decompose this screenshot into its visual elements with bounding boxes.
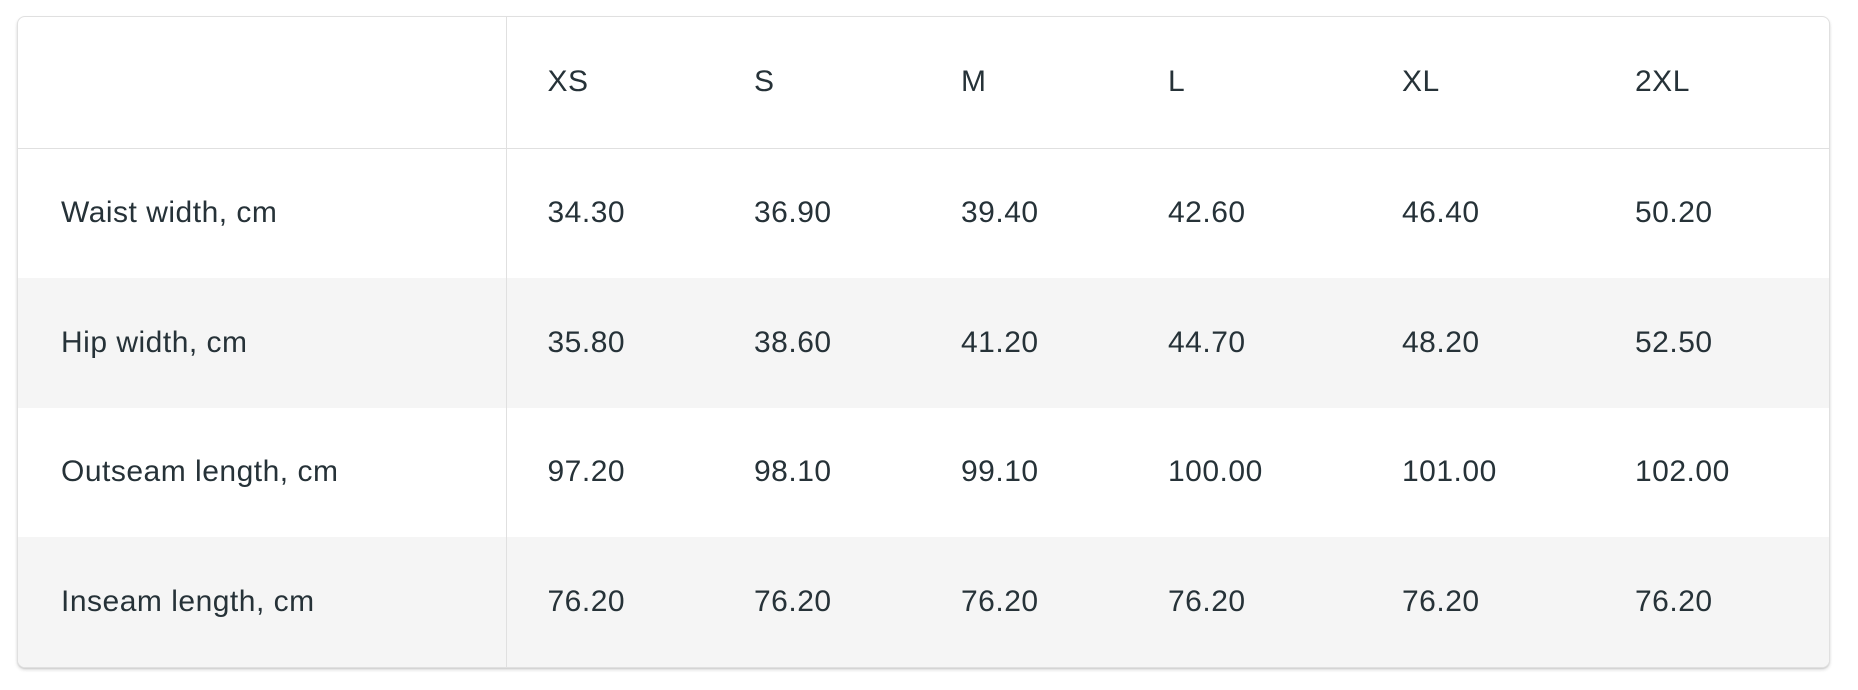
table-row-waist-width: Waist width, cm 34.30 36.90 39.40 42.60 … [18,148,1829,278]
size-value-cell: 98.10 [754,455,832,489]
size-column-header-2xl: 2XL [1594,17,1829,149]
size-value-cell: 35.80 [547,325,626,359]
size-value-cell: 76.20 [547,585,626,619]
size-value-cell: 46.40 [1402,196,1480,230]
size-chart-table: XS S M L XL 2XL Waist width, cm 34.30 36… [18,17,1829,667]
size-chart-card: XS S M L XL 2XL Waist width, cm 34.30 36… [17,16,1830,668]
size-value-cell: 76.20 [1168,585,1246,619]
size-column-header-xl: XL [1361,17,1594,149]
size-value-cell: 76.20 [961,585,1039,619]
size-value-cell: 99.10 [961,455,1039,489]
size-value-cell: 38.60 [754,325,832,359]
size-column-header-s: S [713,17,920,149]
size-value-cell: 41.20 [961,325,1039,359]
size-value-cell: 50.20 [1635,196,1713,230]
corner-cell [18,17,507,149]
size-value-cell: 34.30 [547,196,626,230]
size-column-header-m: M [920,17,1127,149]
size-value-cell: 76.20 [754,585,832,619]
measurement-label: Waist width, cm [18,148,507,278]
table-row-inseam-length: Inseam length, cm 76.20 76.20 76.20 76.2… [18,537,1829,667]
size-value-cell: 97.20 [547,455,626,489]
table-row-outseam-length: Outseam length, cm 97.20 98.10 99.10 100… [18,407,1829,538]
table-row-hip-width: Hip width, cm 35.80 38.60 41.20 44.70 48… [18,277,1829,408]
size-value-cell: 101.00 [1402,455,1497,489]
size-column-header-xs: XS [506,17,713,149]
measurement-label: Hip width, cm [18,277,507,408]
size-value-cell: 48.20 [1402,325,1480,359]
size-value-cell: 44.70 [1168,325,1246,359]
measurement-label: Inseam length, cm [18,537,507,667]
size-column-header-l: L [1127,17,1361,149]
size-value-cell: 100.00 [1168,455,1263,489]
header-row: XS S M L XL 2XL [18,17,1829,149]
size-value-cell: 39.40 [961,196,1039,230]
size-value-cell: 36.90 [754,196,832,230]
size-value-cell: 76.20 [1402,585,1480,619]
size-value-cell: 52.50 [1635,325,1713,359]
size-value-cell: 42.60 [1168,196,1246,230]
measurement-label: Outseam length, cm [18,407,507,538]
size-value-cell: 76.20 [1635,585,1713,619]
size-value-cell: 102.00 [1635,455,1730,489]
